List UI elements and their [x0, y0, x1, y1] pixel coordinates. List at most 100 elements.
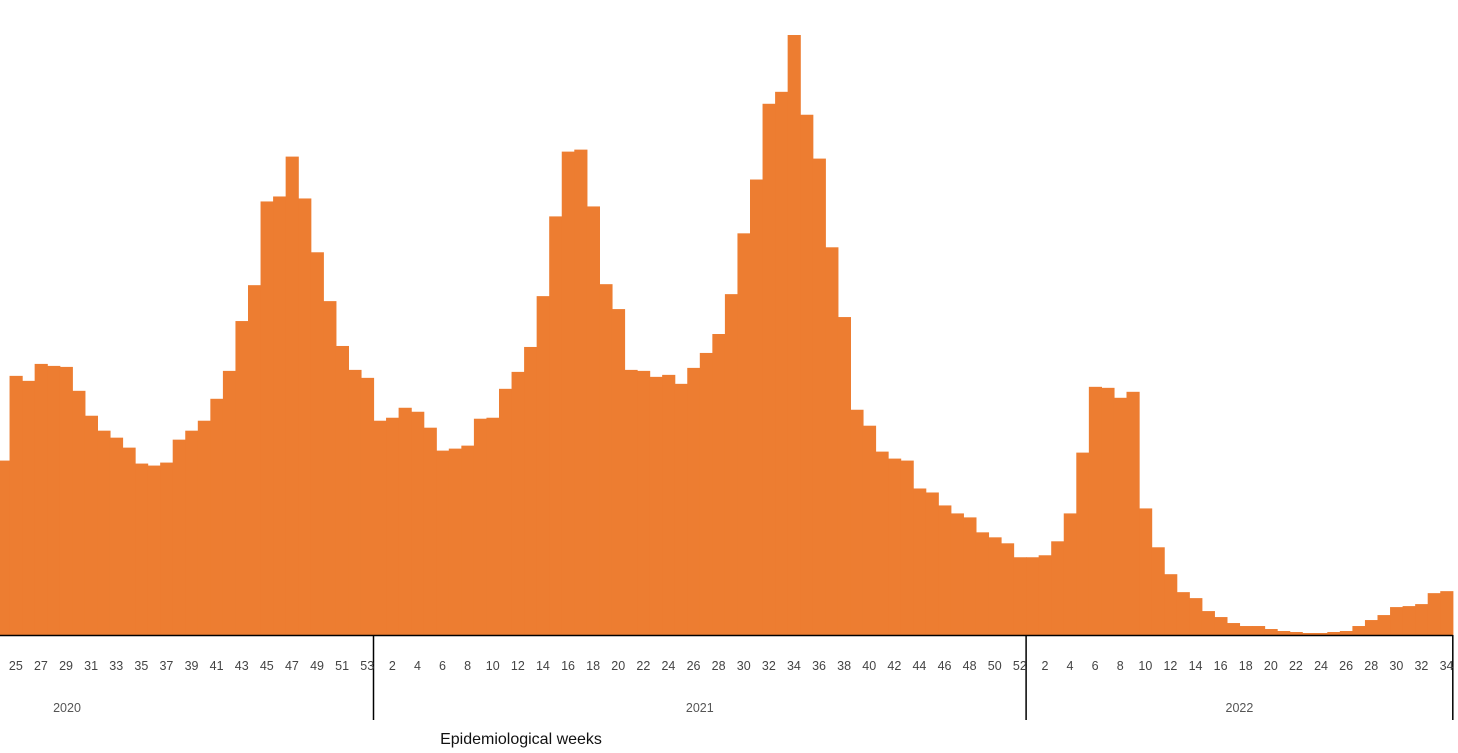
x-tick-label: 26 — [1339, 659, 1353, 673]
bar-2022-w5 — [1076, 452, 1090, 635]
bar-2021-w34 — [787, 35, 801, 635]
bar-2021-w14 — [536, 296, 550, 635]
x-tick-label: 51 — [335, 659, 349, 673]
bar-2022-w15 — [1201, 611, 1215, 635]
bar-2022-w8 — [1113, 397, 1128, 635]
x-tick-label: 30 — [1389, 659, 1403, 673]
bar-2021-w11 — [499, 388, 513, 635]
bar-2020-w34 — [122, 447, 136, 635]
x-tick-label: 39 — [185, 659, 199, 673]
x-tick-label: 25 — [9, 659, 23, 673]
bar-2020-w30 — [72, 390, 86, 635]
bar-2021-w26 — [687, 367, 701, 635]
bar-2021-w20 — [611, 309, 626, 635]
x-tick-label: 36 — [812, 659, 826, 673]
year-label-2020: 2020 — [53, 701, 81, 715]
x-tick-label: 16 — [1214, 659, 1228, 673]
x-tick-label: 14 — [536, 659, 550, 673]
bar-2021-w35 — [800, 114, 814, 636]
bar-2022-w32 — [1415, 604, 1429, 635]
x-tick-label: 41 — [210, 659, 224, 673]
bar-2020-w29 — [59, 366, 73, 635]
x-tick-label: 22 — [636, 659, 650, 673]
x-tick-label: 18 — [1239, 659, 1253, 673]
bar-2021-w24 — [662, 374, 676, 635]
x-tick-label: 10 — [1138, 659, 1152, 673]
x-tick-label: 26 — [687, 659, 701, 673]
bar-2021-w22 — [637, 370, 651, 635]
bar-2021-w52 — [1013, 557, 1027, 635]
bar-2021-w49 — [975, 532, 990, 635]
x-tick-label: 32 — [1414, 659, 1428, 673]
bar-2021-w19 — [599, 284, 613, 635]
x-tick-label: 48 — [963, 659, 977, 673]
bar-2022-w25 — [1327, 632, 1341, 635]
bar-2020-w32 — [97, 430, 111, 635]
x-tick-label: 4 — [1067, 659, 1074, 673]
bar-2021-w7 — [448, 448, 462, 635]
bar-2022-w21 — [1277, 631, 1291, 635]
bar-2021-w23 — [649, 376, 663, 635]
bar-2020-w36 — [147, 465, 161, 635]
bar-2021-w45 — [925, 492, 939, 635]
bar-2021-w51 — [1001, 543, 1015, 635]
x-tick-label: 6 — [439, 659, 446, 673]
x-tick-label: 10 — [486, 659, 500, 673]
bar-2020-w48 — [298, 198, 312, 635]
x-axis-label: Epidemiological weeks — [440, 731, 602, 748]
bar-2022-w18 — [1239, 626, 1253, 635]
bar-2021-w13 — [524, 346, 538, 635]
bar-2022-w4 — [1063, 513, 1077, 635]
bar-2020-w47 — [285, 156, 299, 635]
x-tick-label: 16 — [561, 659, 575, 673]
x-tick-label: 35 — [134, 659, 148, 673]
x-tick-label: 42 — [887, 659, 901, 673]
x-tick-label: 40 — [862, 659, 876, 673]
bar-2022-w3 — [1051, 541, 1065, 635]
bar-2020-w25 — [9, 375, 23, 635]
x-tick-label: 8 — [1117, 659, 1124, 673]
bar-2021-w41 — [875, 451, 889, 635]
bar-2021-w21 — [624, 369, 638, 635]
bar-2021-w8 — [461, 445, 475, 635]
bar-2021-w5 — [423, 427, 437, 635]
bar-2021-w39 — [850, 409, 864, 635]
bar-2021-w40 — [862, 425, 877, 635]
x-tick-label: 6 — [1092, 659, 1099, 673]
bar-2021-w16 — [561, 151, 575, 635]
bar-2020-w43 — [235, 321, 249, 635]
bar-2021-w10 — [486, 417, 500, 635]
bar-series — [0, 35, 1454, 636]
bar-2022-w24 — [1314, 633, 1328, 635]
bar-2021-w1 — [373, 420, 387, 635]
x-tick-labels: 25 27 29 31 33 35 37 39 41 43 45 47 49 51 53 2 4 6 8 10 12 14… — [9, 659, 1454, 673]
x-tick-label: 20 — [611, 659, 625, 673]
x-tick-label: 4 — [414, 659, 421, 673]
bar-2020-w50 — [323, 301, 337, 635]
x-tick-label: 22 — [1289, 659, 1303, 673]
bar-2021-w33 — [775, 91, 789, 635]
x-tick-label: 28 — [1364, 659, 1378, 673]
bar-2021-w37 — [825, 247, 839, 636]
x-tick-label: 20 — [1264, 659, 1278, 673]
bar-2021-w4 — [411, 411, 425, 635]
bar-2021-w27 — [699, 352, 713, 635]
bar-2020-w42 — [222, 370, 237, 635]
bar-2020-w52 — [348, 369, 362, 635]
bar-2020-w27 — [34, 363, 48, 635]
x-tick-label: 49 — [310, 659, 324, 673]
bar-2022-w2 — [1038, 555, 1052, 635]
x-tick-label: 53 — [360, 659, 374, 673]
bar-2021-w3 — [398, 407, 412, 635]
bar-2022-w10 — [1139, 508, 1153, 635]
bar-2020-w28 — [47, 365, 61, 635]
x-tick-label: 32 — [762, 659, 776, 673]
bar-2022-w26 — [1339, 631, 1353, 635]
bar-2021-w43 — [900, 460, 914, 635]
bar-2021-w30 — [737, 233, 751, 635]
bar-2020-w37 — [160, 462, 174, 635]
x-tick-label: 24 — [661, 659, 675, 673]
x-tick-label: 14 — [1189, 659, 1203, 673]
bar-2022-w31 — [1402, 606, 1416, 635]
